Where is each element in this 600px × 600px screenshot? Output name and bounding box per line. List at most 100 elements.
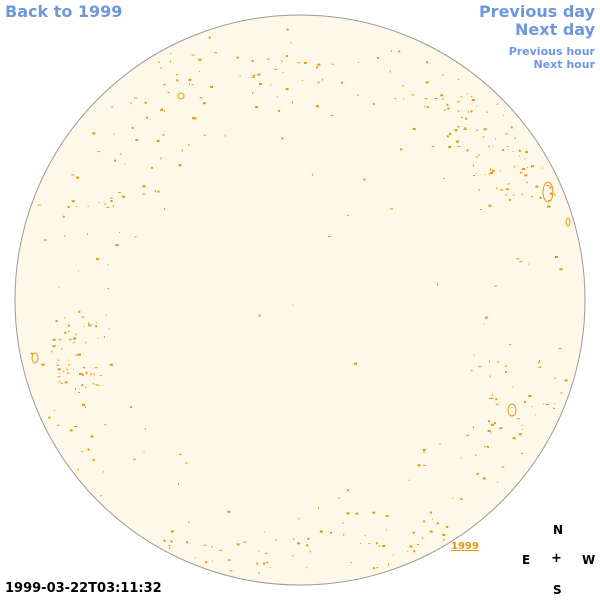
feature-speck bbox=[495, 138, 496, 140]
feature-speck bbox=[461, 116, 464, 118]
feature-speck bbox=[554, 193, 556, 196]
feature-speck bbox=[559, 268, 563, 271]
feature-speck bbox=[94, 367, 98, 369]
feature-speck bbox=[492, 145, 494, 147]
feature-speck bbox=[535, 185, 539, 188]
feature-speck bbox=[549, 192, 553, 195]
feature-speck bbox=[163, 539, 166, 542]
feature-speck bbox=[358, 61, 359, 63]
feature-speck bbox=[457, 126, 460, 127]
next-day-link[interactable]: Next day bbox=[515, 20, 595, 39]
feature-speck bbox=[227, 510, 231, 513]
previous-day-link[interactable]: Previous day bbox=[478, 2, 595, 21]
year-link[interactable]: 1999 bbox=[451, 541, 479, 552]
feature-speck bbox=[78, 392, 80, 394]
feature-speck bbox=[466, 149, 469, 152]
next-hour-link[interactable]: Next hour bbox=[533, 58, 596, 71]
feature-speck bbox=[553, 407, 555, 409]
feature-speck bbox=[106, 206, 110, 208]
feature-speck bbox=[390, 49, 392, 52]
feature-speck bbox=[497, 360, 499, 363]
feature-speck bbox=[398, 50, 401, 53]
feature-speck bbox=[355, 512, 359, 515]
feature-speck bbox=[512, 151, 514, 152]
feature-speck bbox=[466, 93, 468, 95]
feature-speck bbox=[443, 178, 446, 180]
feature-speck bbox=[160, 67, 163, 69]
feature-speck bbox=[292, 304, 294, 306]
feature-speck bbox=[95, 384, 98, 386]
observation-timestamp: 1999-03-22T03:11:32 bbox=[5, 581, 162, 596]
feature-speck bbox=[198, 58, 202, 61]
feature-speck bbox=[69, 429, 73, 432]
feature-speck bbox=[121, 195, 125, 198]
feature-speck bbox=[458, 110, 460, 113]
feature-speck bbox=[163, 109, 165, 112]
feature-speck bbox=[317, 81, 320, 83]
feature-speck bbox=[372, 102, 375, 105]
feature-speck bbox=[494, 285, 498, 287]
feature-speck bbox=[291, 555, 294, 557]
feature-speck bbox=[113, 133, 115, 135]
feature-speck bbox=[81, 384, 84, 387]
feature-speck bbox=[130, 102, 132, 105]
feature-speck bbox=[51, 350, 53, 353]
feature-speck bbox=[512, 437, 516, 440]
feature-speck bbox=[170, 530, 174, 533]
feature-speck bbox=[181, 149, 183, 152]
previous-hour-link[interactable]: Previous hour bbox=[508, 45, 595, 58]
feature-speck bbox=[67, 330, 70, 332]
feature-speck bbox=[411, 94, 415, 96]
feature-speck bbox=[508, 198, 511, 201]
feature-speck bbox=[297, 542, 301, 545]
feature-speck bbox=[437, 283, 438, 286]
feature-speck bbox=[285, 55, 288, 57]
feature-speck bbox=[61, 347, 63, 350]
feature-speck bbox=[392, 554, 394, 556]
feature-speck bbox=[175, 74, 178, 76]
feature-speck bbox=[275, 539, 277, 541]
feature-speck bbox=[188, 78, 192, 81]
feature-speck bbox=[417, 464, 421, 467]
feature-speck bbox=[107, 288, 110, 290]
feature-speck bbox=[429, 511, 432, 514]
feature-speck bbox=[55, 320, 58, 323]
feature-speck bbox=[507, 183, 510, 185]
feature-speck bbox=[63, 317, 65, 319]
back-to-year-link[interactable]: Back to 1999 bbox=[5, 2, 123, 21]
feature-speck bbox=[436, 522, 439, 525]
feature-speck bbox=[57, 359, 60, 361]
feature-speck bbox=[228, 559, 231, 562]
feature-speck bbox=[501, 466, 505, 468]
feature-speck bbox=[423, 520, 426, 523]
feature-speck bbox=[99, 375, 102, 376]
feature-speck bbox=[143, 451, 145, 453]
feature-speck bbox=[243, 541, 247, 543]
feature-speck bbox=[386, 529, 387, 531]
feature-speck bbox=[403, 98, 405, 100]
feature-speck bbox=[554, 403, 556, 405]
feature-speck bbox=[425, 81, 429, 84]
feature-speck bbox=[112, 205, 114, 208]
feature-speck bbox=[382, 545, 386, 547]
feature-speck bbox=[78, 310, 81, 313]
feature-speck bbox=[191, 54, 195, 56]
feature-speck bbox=[57, 424, 60, 426]
feature-speck bbox=[203, 544, 207, 546]
feature-speck bbox=[57, 368, 61, 371]
feature-speck bbox=[208, 36, 211, 39]
feature-speck bbox=[281, 137, 284, 140]
feature-speck bbox=[516, 418, 520, 420]
feature-speck bbox=[446, 526, 449, 528]
feature-speck bbox=[81, 451, 84, 453]
feature-speck bbox=[495, 403, 499, 405]
feature-speck bbox=[483, 128, 487, 131]
feature-speck bbox=[449, 132, 451, 134]
feature-speck bbox=[132, 458, 136, 460]
feature-speck bbox=[519, 172, 523, 174]
feature-speck bbox=[528, 263, 530, 265]
feature-speck bbox=[285, 88, 289, 91]
feature-speck bbox=[487, 420, 490, 423]
feature-speck bbox=[490, 432, 492, 434]
feature-speck bbox=[146, 116, 148, 119]
